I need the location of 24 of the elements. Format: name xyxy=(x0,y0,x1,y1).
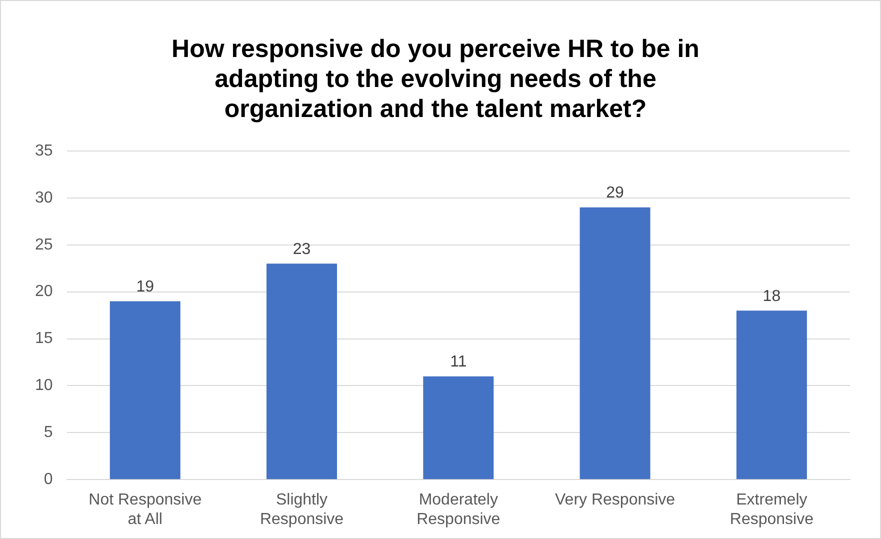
x-tick-label: Moderately Responsive xyxy=(416,492,500,528)
bar xyxy=(736,310,807,480)
y-tick-label: 25 xyxy=(35,236,53,254)
y-tick-label: 0 xyxy=(44,471,53,488)
data-label: 19 xyxy=(136,278,154,296)
bar xyxy=(110,301,180,480)
bar xyxy=(423,376,494,480)
data-label: 18 xyxy=(762,288,781,306)
x-tick-label: Very Responsive xyxy=(555,492,676,509)
chart-title: How responsive do you perceive HR to be in adapting to the evolving needs of the organization and the talent market? xyxy=(172,34,700,123)
data-label: 11 xyxy=(450,354,467,371)
x-tick-label: Slightly Responsive xyxy=(260,492,344,528)
y-tick-label: 10 xyxy=(35,377,53,394)
y-tick-label: 15 xyxy=(35,330,53,348)
data-label: 23 xyxy=(292,241,311,258)
y-tick-label: 20 xyxy=(35,283,53,300)
x-tick-label: Extremely Responsive xyxy=(730,492,814,528)
y-tick-label: 5 xyxy=(44,424,53,442)
data-label: 29 xyxy=(606,184,624,202)
y-tick-label: 30 xyxy=(35,189,53,206)
x-tick-label: Not Responsive at All xyxy=(88,492,202,528)
bar xyxy=(266,264,337,480)
bar xyxy=(580,207,650,480)
y-tick-label: 35 xyxy=(35,142,53,160)
